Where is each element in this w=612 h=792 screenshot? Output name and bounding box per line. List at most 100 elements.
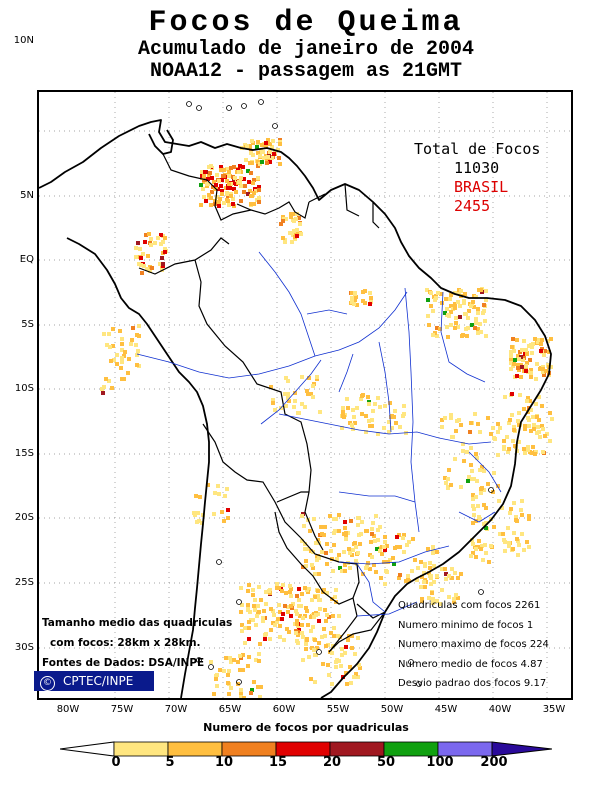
fire-cell [513, 444, 517, 448]
fire-cell [236, 660, 240, 664]
fire-cell [474, 547, 478, 551]
fire-cell [431, 547, 435, 551]
fire-cell [243, 184, 247, 188]
fire-cell [521, 358, 525, 362]
y-tick-10n: 10N [13, 35, 34, 46]
fire-cell [289, 212, 293, 216]
fire-cell [341, 414, 345, 418]
fire-cell [426, 547, 430, 551]
fire-cell [486, 416, 490, 420]
fire-cell [210, 176, 214, 180]
fire-cell [382, 545, 386, 549]
fire-cell [142, 264, 146, 268]
south-america-coast [38, 119, 552, 699]
fire-cell [469, 554, 473, 558]
fire-cell [258, 695, 262, 699]
fire-cell [243, 641, 247, 645]
fire-cell [528, 399, 532, 403]
fire-cell [325, 613, 329, 617]
fire-cell [243, 626, 247, 630]
fire-cell [253, 598, 257, 602]
fire-cell [340, 653, 344, 657]
fire-cell [454, 429, 458, 433]
fire-cell [107, 332, 111, 336]
fire-cell [297, 598, 301, 602]
fire-cell [459, 423, 463, 427]
fire-cell [220, 510, 224, 514]
fire-cell [247, 180, 251, 184]
fire-cell [386, 560, 390, 564]
fire-cell [269, 385, 273, 389]
fire-cell [541, 450, 545, 454]
fire-cell [407, 540, 411, 544]
fire-cell [314, 653, 318, 657]
fire-cell [525, 361, 529, 365]
fire-cell [367, 402, 371, 406]
fire-cell [501, 532, 505, 536]
fire-cell [512, 349, 516, 353]
fire-cell [435, 550, 439, 554]
fire-cell [383, 582, 387, 586]
fire-cell [311, 395, 315, 399]
fire-cell [285, 627, 289, 631]
fire-cell [391, 556, 395, 560]
fire-cell [333, 517, 337, 521]
fire-cell [337, 614, 341, 618]
fire-cell [463, 292, 467, 296]
fire-cell [126, 371, 130, 375]
fire-cell [110, 386, 114, 390]
coastline [38, 119, 552, 699]
fire-cell [289, 215, 293, 219]
colombia-venezuela-border [162, 153, 252, 221]
fire-cell [516, 354, 520, 358]
fire-cell [444, 481, 448, 485]
y-tick-15s: 15S [14, 448, 34, 459]
fire-cell [446, 335, 450, 339]
fire-cell [350, 300, 354, 304]
fire-cell [296, 641, 300, 645]
fire-cell [223, 494, 227, 498]
fire-cell [432, 580, 436, 584]
fire-cell [529, 429, 533, 433]
fire-cell [217, 200, 221, 204]
fire-cell [341, 406, 345, 410]
fire-cell [353, 652, 357, 656]
fire-cell [222, 519, 226, 523]
fire-cell [435, 574, 439, 578]
fire-cell [404, 579, 408, 583]
fire-cell [270, 156, 274, 160]
fire-cell [248, 146, 252, 150]
legend-tick: 10 [214, 755, 234, 770]
fire-cell [281, 612, 285, 616]
fire-cell [548, 411, 552, 415]
fire-cell [225, 167, 229, 171]
legend-tick: 20 [322, 755, 342, 770]
fire-cell [207, 193, 211, 197]
fire-cell [266, 138, 270, 142]
fire-cell [203, 170, 207, 174]
fire-cell [238, 668, 242, 672]
fire-cell [426, 298, 430, 302]
fire-cell [469, 446, 473, 450]
fire-cell [134, 343, 138, 347]
fire-cell [489, 544, 493, 548]
fire-cell [227, 692, 231, 696]
fire-cell [292, 212, 296, 216]
legend-tick: 200 [480, 755, 508, 770]
fire-cell [194, 494, 198, 498]
fire-cell [309, 629, 313, 633]
fire-cell [298, 222, 302, 226]
fire-cell [449, 293, 453, 297]
fire-cell [249, 194, 253, 198]
fire-cell [509, 357, 513, 361]
fire-cell [257, 200, 261, 204]
fire-cell [447, 468, 451, 472]
fire-cell [251, 588, 255, 592]
fire-cell [246, 664, 250, 668]
fire-cell [516, 553, 520, 557]
fire-cell [489, 432, 493, 436]
fire-cell [303, 547, 307, 551]
fire-cell [423, 585, 427, 589]
fire-cell [516, 366, 520, 370]
fire-cell [515, 537, 519, 541]
